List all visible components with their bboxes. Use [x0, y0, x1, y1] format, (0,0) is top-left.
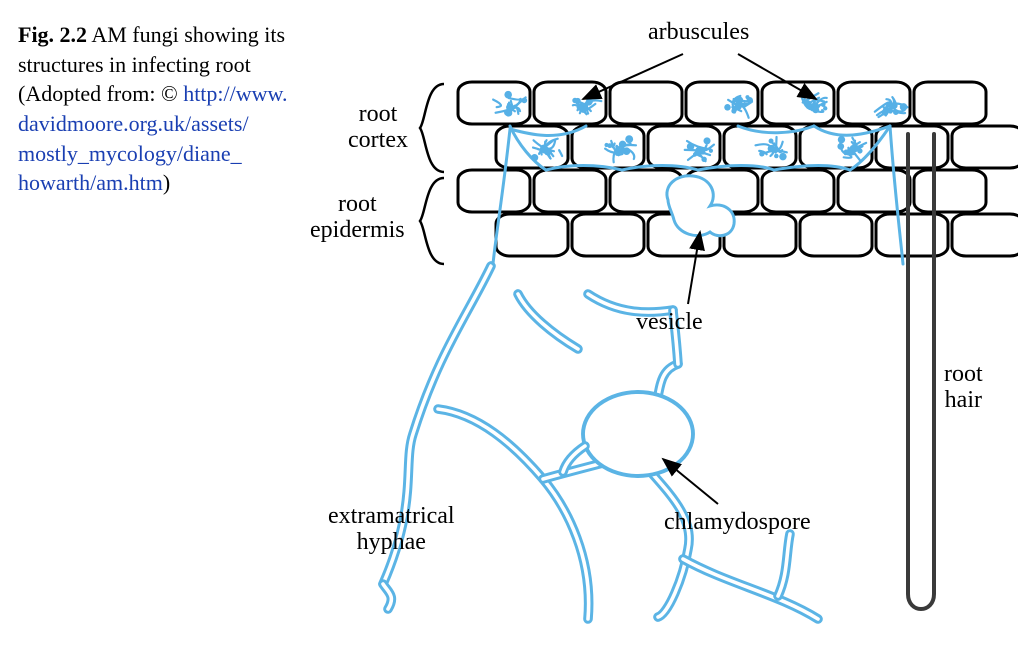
am-fungi-diagram: arbusculesroot cortexroot epidermisvesic… [318, 14, 1018, 644]
label-chlamydospore: chlamydospore [664, 510, 811, 536]
root-cell [534, 170, 606, 212]
root-cell [496, 214, 568, 256]
root-cell [952, 214, 1018, 256]
figure-number: Fig. 2.2 [18, 22, 87, 47]
brace [420, 178, 444, 264]
root-cell [572, 214, 644, 256]
label-vesicle: vesicle [636, 310, 703, 336]
root-cell [800, 214, 872, 256]
root-cell [914, 82, 986, 124]
label-root_hair: root hair [944, 362, 983, 414]
root-cell [458, 170, 530, 212]
root-cell [610, 82, 682, 124]
root-cell [914, 170, 986, 212]
root-cell [838, 170, 910, 212]
root-cell [876, 214, 948, 256]
chlamydospore [583, 392, 693, 476]
label-root_cortex: root cortex [348, 102, 408, 154]
root-cell [952, 126, 1018, 168]
figure-caption: Fig. 2.2 AM fungi showing its structures… [18, 20, 298, 198]
label-arbuscules: arbuscules [648, 20, 749, 46]
brace [420, 84, 444, 172]
label-extramatrical: extramatrical hyphae [328, 504, 455, 556]
root-cell [762, 170, 834, 212]
caption-text-2: ) [163, 170, 170, 195]
label-root_epidermis: root epidermis [310, 192, 405, 244]
